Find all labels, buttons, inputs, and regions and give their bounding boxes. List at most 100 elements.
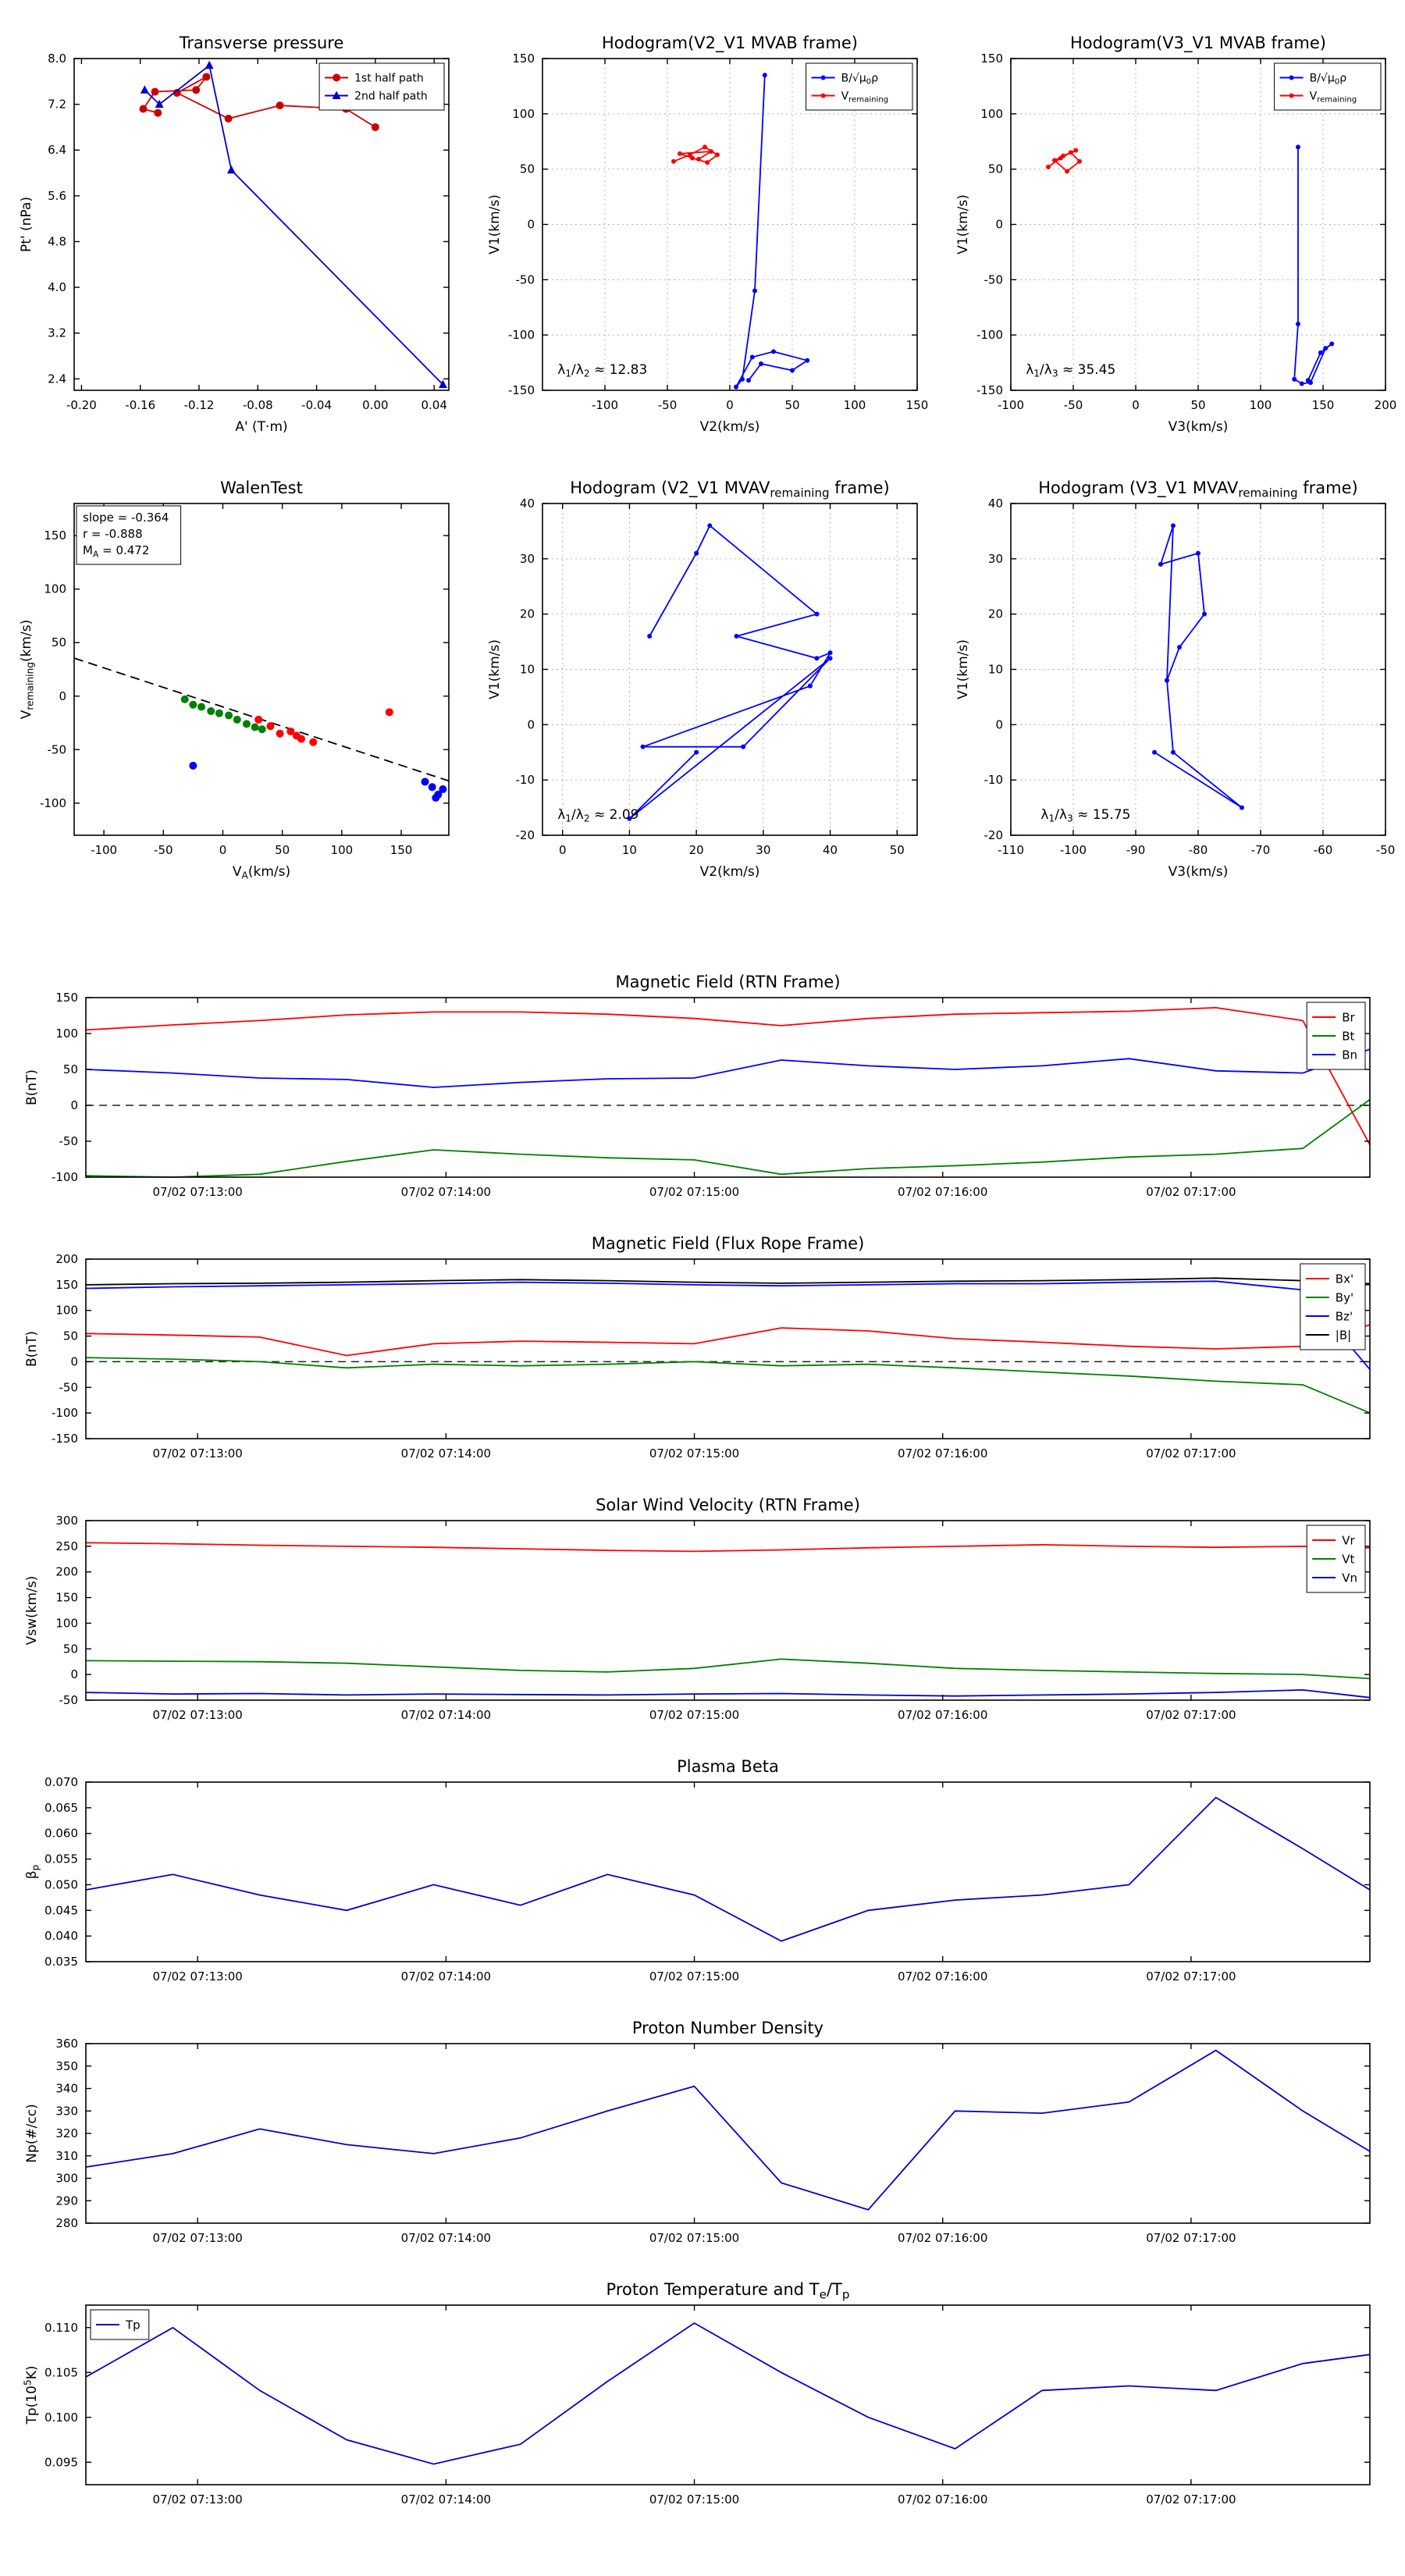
svg-text:Hodogram (V2_V1 MVAVremaining: Hodogram (V2_V1 MVAVremaining frame) (570, 479, 890, 500)
svg-text:Magnetic Field (RTN Frame): Magnetic Field (RTN Frame) (615, 973, 840, 991)
svg-text:100: 100 (55, 1616, 78, 1630)
svg-text:B(nT): B(nT) (24, 1069, 40, 1105)
chart-svg-plasma_beta: 07/02 07:13:00 07/02 07:14:00 07/02 07:15:… (24, 1757, 1371, 1984)
svg-text:-100: -100 (592, 398, 618, 412)
chart-svg-hodogram_v3v1_mvab: -100 -50 0 50 100 150 200-150-100-50050100150H… (955, 34, 1397, 435)
svg-text:Plasma Beta: Plasma Beta (677, 1757, 779, 1776)
svg-text:VA(km/s): VA(km/s) (233, 864, 290, 881)
svg-text:07/02 07:14:00: 07/02 07:14:00 (401, 1446, 491, 1461)
svg-text:30: 30 (756, 843, 770, 857)
svg-text:-70: -70 (1251, 843, 1271, 857)
svg-text:200: 200 (55, 1565, 78, 1579)
svg-text:Pt' (nPa): Pt' (nPa) (19, 197, 34, 252)
svg-text:Np(#/cc): Np(#/cc) (24, 2104, 40, 2162)
chart-hodogram-v3v1-mvav: -110 -100 -90 -80 -70 -60 -50 -20 -10 0 10 20 30 40 Ho… (937, 468, 1405, 890)
svg-text:-100: -100 (1060, 843, 1087, 857)
svg-text:0: 0 (1132, 398, 1140, 412)
svg-text:50: 50 (988, 162, 1003, 176)
svg-text:B/√μ0ρ: B/√μ0ρ (841, 72, 879, 86)
svg-text:07/02 07:16:00: 07/02 07:16:00 (898, 1708, 987, 1722)
svg-text:07/02 07:14:00: 07/02 07:14:00 (401, 2231, 491, 2245)
svg-text:V2(km/s): V2(km/s) (700, 864, 760, 880)
svg-text:λ1/λ2 ≈ 12.83: λ1/λ2 ≈ 12.83 (557, 362, 647, 379)
svg-text:8.0: 8.0 (48, 52, 66, 66)
svg-text:Vsw(km/s): Vsw(km/s) (24, 1576, 40, 1646)
svg-text:100: 100 (55, 1026, 78, 1041)
svg-text:V1(km/s): V1(km/s) (955, 639, 971, 699)
svg-text:V3(km/s): V3(km/s) (1168, 864, 1229, 880)
svg-text:-100: -100 (91, 843, 117, 857)
chart-hodogram-v3v1-mvab: -100 -50 0 50 100 150 200 -150 -100 -50 0 50 100 150 H… (937, 23, 1405, 445)
svg-text:0: 0 (70, 1667, 78, 1681)
svg-text:50: 50 (63, 1642, 78, 1656)
svg-text:A' (T·m): A' (T·m) (235, 419, 287, 435)
svg-text:-20: -20 (516, 828, 535, 842)
svg-text:V1(km/s): V1(km/s) (955, 194, 971, 254)
svg-text:Vr: Vr (1342, 1533, 1355, 1547)
svg-text:WalenTest: WalenTest (220, 479, 303, 497)
svg-text:07/02 07:16:00: 07/02 07:16:00 (898, 1446, 987, 1461)
svg-text:250: 250 (55, 1539, 78, 1553)
svg-text:200: 200 (1375, 398, 1397, 412)
chart-walen-test: -100 -50 0 50 100 150 -100 -50 0 50 100 150 WalenTes… (0, 468, 468, 890)
svg-text:-150: -150 (976, 383, 1003, 397)
svg-text:100: 100 (512, 107, 535, 121)
svg-text:-0.16: -0.16 (125, 398, 155, 412)
chart-magnetic-field-fluxrope: 07/02 07:13:00 07/02 07:14:00 07/02 07:15:… (0, 1222, 1405, 1479)
svg-text:By': By' (1336, 1290, 1353, 1304)
svg-text:-50: -50 (59, 1380, 79, 1394)
svg-text:07/02 07:13:00: 07/02 07:13:00 (152, 1446, 242, 1461)
svg-text:5.6: 5.6 (48, 189, 66, 203)
svg-text:30: 30 (988, 552, 1003, 566)
svg-text:0: 0 (59, 689, 66, 703)
chart-proton-temperature: 07/02 07:13:00 07/02 07:14:00 07/02 07:15:… (0, 2268, 1405, 2525)
svg-text:2nd half path: 2nd half path (354, 90, 428, 102)
svg-text:40: 40 (988, 496, 1003, 511)
svg-text:Tp: Tp (125, 2318, 140, 2332)
svg-text:1st half path: 1st half path (354, 72, 424, 84)
svg-text:50: 50 (1190, 398, 1205, 412)
svg-text:-110: -110 (998, 843, 1024, 857)
svg-text:10: 10 (622, 843, 637, 857)
svg-text:0.035: 0.035 (44, 1955, 78, 1969)
svg-text:07/02 07:17:00: 07/02 07:17:00 (1146, 1185, 1236, 1199)
svg-text:0: 0 (70, 1098, 78, 1112)
svg-text:Bn: Bn (1342, 1048, 1357, 1062)
svg-text:7.2: 7.2 (48, 98, 66, 112)
svg-text:Hodogram(V2_V1 MVAB frame): Hodogram(V2_V1 MVAB frame) (602, 34, 858, 53)
svg-text:50: 50 (275, 843, 290, 857)
svg-text:6.4: 6.4 (48, 143, 66, 157)
svg-text:100: 100 (1250, 398, 1272, 412)
svg-text:V1(km/s): V1(km/s) (487, 194, 503, 254)
svg-text:100: 100 (980, 107, 1003, 121)
svg-text:40: 40 (823, 843, 838, 857)
svg-text:0.105: 0.105 (44, 2365, 78, 2379)
chart-svg-hodogram_v2v1_mvab: -100 -50 0 50 100 150 -150 -100 -50 0 50 100 150 Hodo… (487, 34, 928, 435)
svg-text:-100: -100 (40, 796, 66, 810)
svg-text:0: 0 (726, 398, 734, 412)
svg-text:-0.12: -0.12 (184, 398, 215, 412)
svg-text:300: 300 (55, 2172, 78, 2186)
svg-text:-0.08: -0.08 (243, 398, 273, 412)
svg-text:4.8: 4.8 (48, 234, 66, 248)
chart-svg-mag_fluxrope: 07/02 07:13:00 07/02 07:14:00 07/02 07:15:… (24, 1234, 1371, 1461)
svg-text:350: 350 (55, 2059, 78, 2073)
svg-text:07/02 07:17:00: 07/02 07:17:00 (1146, 1708, 1236, 1722)
svg-text:07/02 07:16:00: 07/02 07:16:00 (898, 2492, 987, 2507)
svg-text:07/02 07:15:00: 07/02 07:15:00 (649, 1185, 739, 1199)
svg-text:Hodogram(V3_V1 MVAB frame): Hodogram(V3_V1 MVAB frame) (1070, 34, 1326, 53)
svg-text:slope = -0.364: slope = -0.364 (83, 511, 169, 525)
svg-text:20: 20 (689, 843, 704, 857)
svg-text:07/02 07:13:00: 07/02 07:13:00 (152, 1969, 242, 1984)
svg-text:-90: -90 (1126, 843, 1146, 857)
svg-text:-50: -50 (1376, 843, 1396, 857)
svg-text:07/02 07:15:00: 07/02 07:15:00 (649, 1708, 739, 1722)
svg-text:V3(km/s): V3(km/s) (1168, 419, 1229, 435)
svg-text:-50: -50 (984, 272, 1004, 286)
svg-text:07/02 07:15:00: 07/02 07:15:00 (649, 1446, 739, 1461)
svg-text:3.2: 3.2 (48, 326, 66, 340)
svg-text:B(nT): B(nT) (24, 1331, 40, 1367)
svg-text:-50: -50 (59, 1134, 79, 1148)
svg-text:Bt: Bt (1342, 1029, 1354, 1043)
svg-text:150: 150 (55, 1591, 78, 1605)
